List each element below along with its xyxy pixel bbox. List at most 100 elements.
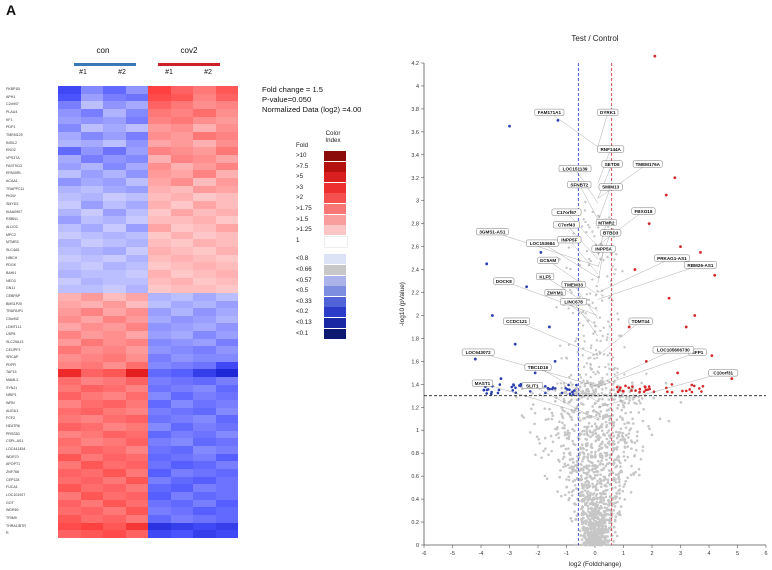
ns-point <box>593 467 597 471</box>
ns-point <box>585 519 589 523</box>
heatmap-cell <box>103 216 126 225</box>
heatmap-cell <box>125 446 149 455</box>
heatmap-cell <box>58 438 81 447</box>
ns-point <box>613 505 617 508</box>
ns-point <box>585 293 589 296</box>
heatmap-cell <box>215 246 239 255</box>
fold-change-text: Fold change = 1.5 <box>262 85 324 94</box>
heatmap-cell <box>148 231 171 240</box>
heatmap-cell <box>125 246 149 255</box>
ns-point <box>623 437 627 441</box>
ns-point <box>578 433 581 437</box>
ns-point <box>631 417 634 421</box>
ns-point <box>549 434 553 438</box>
up-point <box>679 245 682 249</box>
heatmap-cell <box>125 147 149 156</box>
ns-point <box>561 408 565 412</box>
heatmap-row-label: PDGK <box>6 263 17 268</box>
heatmap-cell <box>80 108 104 118</box>
ns-point <box>595 284 598 288</box>
up-point <box>710 354 714 358</box>
gene-label-box <box>654 254 690 262</box>
heatmap-cell <box>170 239 194 248</box>
ns-point <box>579 493 583 497</box>
legend-label: >1.5 <box>296 215 309 223</box>
heatmap-cell <box>193 522 216 531</box>
ns-point <box>611 368 615 371</box>
heatmap-cell <box>148 262 171 271</box>
replicate-label-cov2-1: #1 <box>165 69 173 76</box>
ns-point <box>571 410 575 413</box>
ns-point <box>569 267 572 271</box>
heatmap-cell <box>125 453 149 462</box>
gene-label: ZMYM1 <box>547 290 564 295</box>
ns-point <box>579 474 583 478</box>
up-point <box>730 377 734 380</box>
ns-point <box>635 439 639 442</box>
heatmap-cell <box>170 392 194 401</box>
heatmap-cell <box>215 131 239 140</box>
heatmap-cell <box>103 139 126 148</box>
ns-point <box>602 326 605 329</box>
down-point <box>513 342 517 346</box>
ns-point <box>544 447 547 450</box>
ns-point <box>603 531 607 534</box>
heatmap-row-label: BMS1P20 <box>6 301 23 306</box>
ns-point <box>600 533 604 537</box>
group-bar-cov2 <box>158 63 220 66</box>
heatmap-cell <box>103 185 126 194</box>
heatmap-cell <box>103 246 126 255</box>
heatmap-cell <box>215 338 239 347</box>
heatmap-cell <box>148 154 171 163</box>
ns-point <box>591 509 594 513</box>
label-leader <box>597 163 613 199</box>
ns-point <box>533 411 537 415</box>
heatmap-cell <box>193 139 216 148</box>
ns-point <box>542 394 545 397</box>
legend-swatch <box>324 265 346 275</box>
heatmap-row-label: CEIJPF3 <box>6 347 21 352</box>
heatmap-cell <box>58 131 81 140</box>
gene-label-box <box>561 281 586 288</box>
y-tick-label: 1 <box>416 428 419 434</box>
ns-point <box>635 448 638 452</box>
ns-point <box>626 445 630 448</box>
ns-point <box>621 400 624 404</box>
label-leader <box>542 243 598 278</box>
ns-point <box>585 231 588 234</box>
heatmap-grid <box>58 86 239 539</box>
ns-point <box>622 455 626 458</box>
heatmap-cell <box>58 216 81 225</box>
heatmap-cell <box>125 392 149 401</box>
ns-point <box>596 479 599 483</box>
ns-point <box>611 442 615 446</box>
heatmap-cell <box>170 484 194 493</box>
ns-point <box>567 498 571 502</box>
heatmap-row-label: BAHI1 <box>6 270 17 275</box>
ns-point <box>614 473 618 476</box>
ns-point <box>606 431 609 435</box>
sig-point <box>490 390 493 394</box>
ns-point <box>607 408 610 411</box>
ns-point <box>608 391 612 395</box>
heatmap-cell <box>80 139 104 148</box>
heatmap-cell <box>170 308 194 317</box>
ns-point <box>600 422 604 426</box>
heatmap-cell <box>103 101 126 110</box>
ns-point <box>613 518 617 521</box>
sig-point <box>619 386 622 389</box>
ns-point <box>559 382 563 385</box>
ns-point <box>601 376 604 380</box>
ns-point <box>617 431 621 434</box>
ns-point <box>574 392 578 395</box>
heatmap-cell <box>193 469 216 478</box>
ns-point <box>582 487 585 490</box>
ns-point <box>615 436 619 440</box>
ns-point <box>600 531 603 534</box>
ns-point <box>623 373 626 376</box>
heatmap-row-label: VPS37A <box>6 155 20 160</box>
ns-point <box>591 409 595 413</box>
heatmap-cell <box>58 231 81 240</box>
ns-point <box>600 446 604 450</box>
heatmap-row-label: SMYD3 <box>6 201 19 206</box>
